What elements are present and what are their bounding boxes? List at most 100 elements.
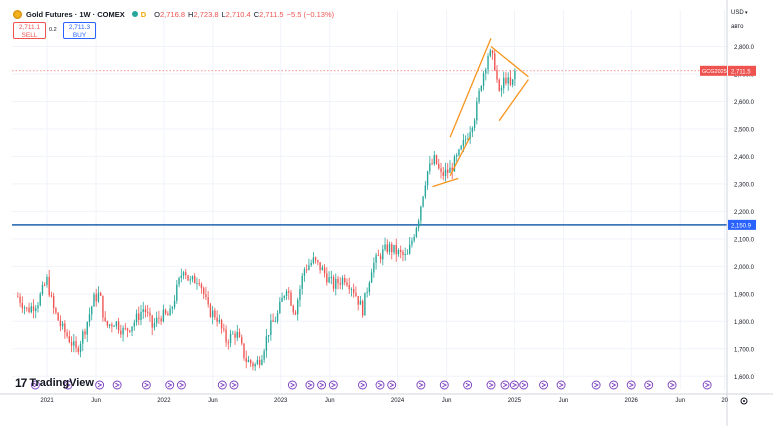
y-tick-label: 1,900.0: [734, 292, 755, 298]
event-marker-icon[interactable]: [500, 380, 510, 390]
candle: [330, 270, 333, 285]
event-marker-icon[interactable]: [519, 380, 529, 390]
candle: [335, 273, 337, 296]
event-marker-icon[interactable]: [609, 380, 619, 390]
settings-icon[interactable]: [740, 397, 748, 405]
candle-body: [106, 321, 109, 326]
event-marker-icon[interactable]: [667, 380, 677, 390]
event-markers[interactable]: [30, 380, 712, 390]
candle-body: [444, 169, 447, 176]
candle: [346, 278, 348, 287]
symbol-title[interactable]: Gold Futures · 1W · COMEX: [26, 9, 125, 19]
candle-body: [32, 306, 35, 311]
candle: [288, 287, 290, 300]
event-marker-icon[interactable]: [63, 380, 73, 390]
candle-body: [120, 330, 122, 335]
close-value: 2,711.5: [259, 9, 284, 19]
candle: [44, 282, 46, 287]
wedge-pattern-drawing[interactable]: [432, 37, 529, 188]
candle: [467, 133, 469, 141]
event-marker-icon[interactable]: [626, 380, 636, 390]
candle: [261, 354, 263, 366]
wedge-lower-line[interactable]: [449, 136, 471, 176]
event-marker-icon[interactable]: [702, 380, 712, 390]
event-marker-icon[interactable]: [387, 380, 397, 390]
candle-body: [451, 167, 453, 172]
event-marker-icon[interactable]: [509, 380, 519, 390]
event-marker-icon[interactable]: [287, 380, 297, 390]
sell-button[interactable]: 2,711.1 SELL: [13, 22, 46, 39]
candle: [348, 277, 350, 294]
candle: [37, 301, 39, 313]
candle-body: [232, 333, 234, 335]
candle: [424, 180, 427, 199]
x-tick-label: Jun: [208, 398, 218, 404]
candle: [458, 148, 460, 157]
event-marker-icon[interactable]: [112, 380, 122, 390]
candle: [438, 158, 440, 170]
event-marker-icon[interactable]: [165, 380, 175, 390]
candle-body: [473, 120, 476, 128]
event-marker-icon[interactable]: [416, 380, 426, 390]
wedge-upper-line[interactable]: [449, 37, 492, 138]
event-marker-icon[interactable]: [317, 380, 327, 390]
event-marker-icon[interactable]: [217, 380, 227, 390]
candle: [120, 324, 122, 338]
event-marker-icon[interactable]: [30, 380, 40, 390]
pennant-lower-line[interactable]: [498, 79, 529, 122]
candle-body: [115, 321, 118, 327]
event-marker-icon[interactable]: [539, 380, 549, 390]
candle-body: [176, 284, 178, 301]
candle-body: [95, 294, 97, 302]
pennant-upper-line[interactable]: [490, 45, 529, 78]
candle: [250, 358, 252, 367]
candle: [393, 244, 395, 255]
event-marker-icon[interactable]: [328, 380, 338, 390]
candle-body: [135, 313, 138, 323]
candle-body: [379, 255, 382, 260]
price-axis[interactable]: 2,800.02,700.02,600.02,500.02,400.02,300…: [700, 0, 756, 426]
candle-body: [408, 244, 411, 254]
event-marker-icon[interactable]: [141, 380, 151, 390]
event-marker-ring: [305, 380, 315, 390]
candle-body: [346, 282, 348, 286]
candle: [144, 305, 147, 318]
buy-button[interactable]: 2,711.3 BUY: [63, 22, 96, 39]
sell-price: 2,711.1: [18, 24, 41, 31]
candle: [124, 323, 127, 331]
event-marker-icon[interactable]: [176, 380, 186, 390]
candle: [82, 329, 84, 352]
candle-body: [225, 329, 227, 343]
event-marker-ring: [317, 380, 327, 390]
candle-body: [404, 254, 406, 256]
currency-selector[interactable]: USD: [731, 10, 748, 16]
candle-body: [258, 359, 261, 365]
event-marker-arrow: [559, 382, 564, 388]
event-marker-ring: [375, 380, 385, 390]
event-marker-ring: [539, 380, 549, 390]
candle-body: [402, 251, 404, 256]
candle: [131, 326, 133, 337]
event-marker-icon[interactable]: [358, 380, 367, 390]
event-marker-icon[interactable]: [229, 380, 239, 390]
event-marker-icon[interactable]: [463, 380, 473, 390]
candle-body: [162, 309, 165, 322]
event-marker-icon[interactable]: [439, 380, 449, 390]
base-lower-line[interactable]: [432, 177, 459, 188]
event-marker-icon[interactable]: [95, 380, 105, 390]
scale-mode-toggle[interactable]: авто: [731, 24, 744, 30]
candle-body: [361, 300, 364, 316]
gold-symbol-icon: [13, 9, 22, 19]
event-marker-icon[interactable]: [644, 380, 654, 390]
event-marker-icon[interactable]: [375, 380, 385, 390]
event-marker-icon[interactable]: [556, 380, 566, 390]
event-marker-icon[interactable]: [305, 380, 315, 390]
event-marker-icon[interactable]: [486, 380, 496, 390]
event-marker-icon[interactable]: [591, 380, 601, 390]
candle: [274, 316, 277, 323]
time-axis[interactable]: 2021 Jun 2022 Jun 2023 Jun 2024 Jun 2025 Jun 2026 J…: [0, 393, 773, 405]
candle-body: [328, 277, 330, 283]
change-value: −5.5 (−0.13%): [286, 9, 335, 19]
x-tick-label: 2025: [508, 398, 522, 404]
